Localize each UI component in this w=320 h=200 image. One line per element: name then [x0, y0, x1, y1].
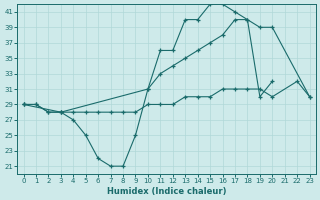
X-axis label: Humidex (Indice chaleur): Humidex (Indice chaleur) — [107, 187, 226, 196]
